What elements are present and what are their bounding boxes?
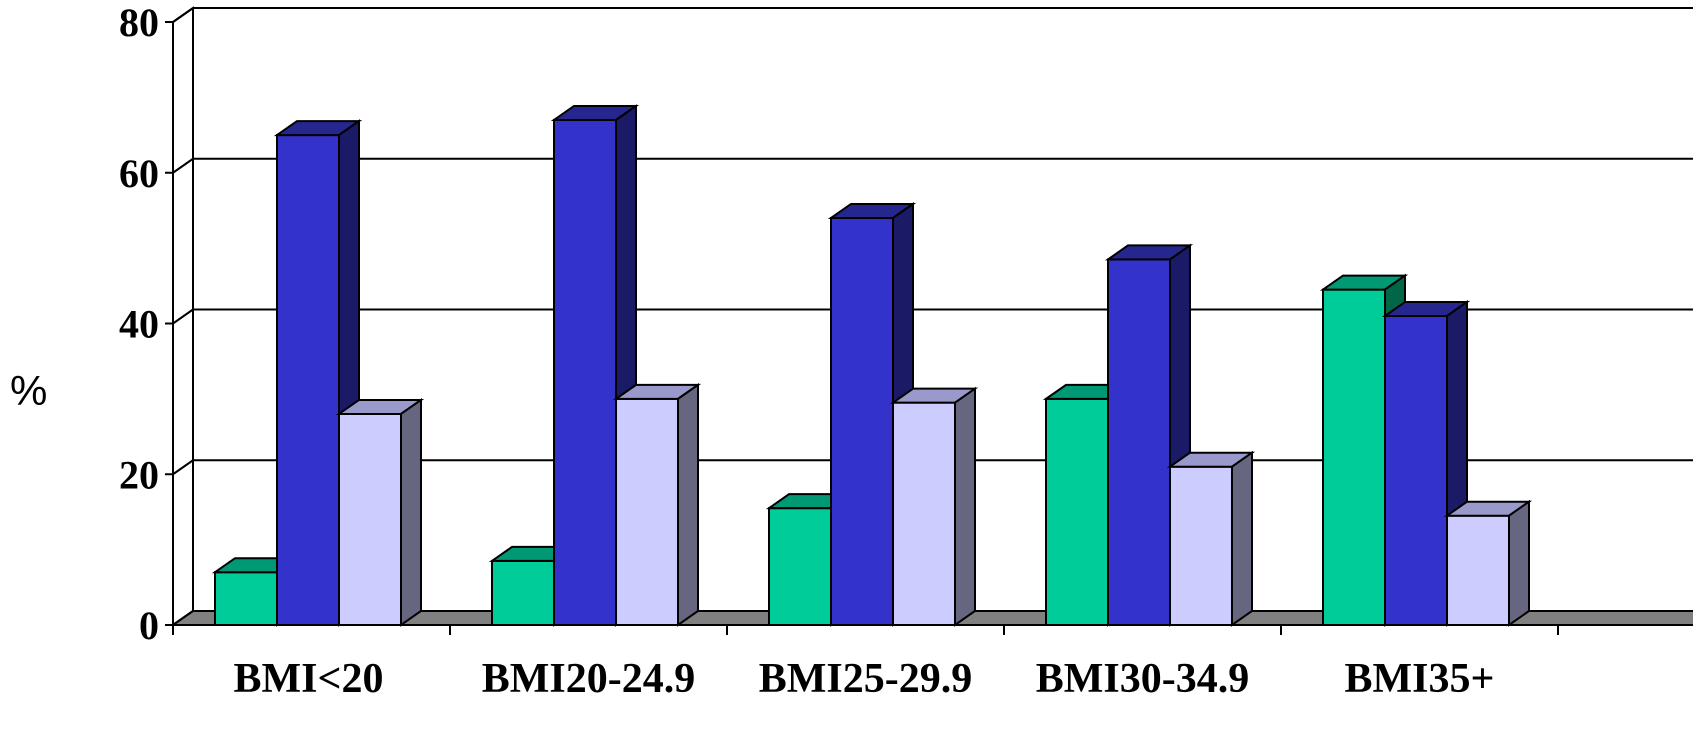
bar-2-1 [612, 382, 702, 627]
bar-2-2 [889, 386, 979, 627]
y-tick-label-1: 20 [119, 452, 159, 497]
bar-front [214, 571, 278, 626]
gridline-left-1 [172, 459, 194, 476]
gridline-left-3 [172, 157, 194, 174]
bar-front [1107, 258, 1171, 626]
bar-front [830, 216, 894, 626]
bar-front [1446, 514, 1510, 626]
bar-front [338, 412, 402, 627]
bar-front [491, 559, 555, 627]
bar-2-3 [1166, 450, 1256, 627]
axis-labels: 0 20 40 60 80 BMI<20 BMI20-24.9 BMI25-29.9 BMI30… [119, 0, 1494, 702]
y-tick-label-3: 60 [119, 151, 159, 196]
bar-side [954, 386, 976, 627]
gridline-left-2 [172, 308, 194, 325]
y-tick-label-4: 80 [119, 0, 159, 45]
bar-side [677, 382, 699, 627]
bar-front [1169, 465, 1233, 626]
y-tick-label-2: 40 [119, 302, 159, 347]
x-tick-label-2: BMI25-29.9 [759, 656, 973, 702]
bar-2-0 [335, 398, 425, 627]
y-axis-title: % [10, 367, 47, 414]
gridline-left-4 [172, 7, 194, 23]
x-tick-label-0: BMI<20 [234, 656, 384, 702]
bar-side [400, 398, 422, 627]
bar-front [892, 401, 956, 626]
y-tick-label-0: 0 [139, 603, 159, 648]
bar-front [615, 397, 679, 626]
bar-front [768, 507, 832, 627]
bar-side [1508, 499, 1530, 627]
bar-front [1384, 314, 1448, 626]
bar-front [1322, 288, 1386, 626]
bar-front [276, 134, 340, 626]
bar-2-4 [1443, 499, 1533, 627]
bar-front [1045, 397, 1109, 626]
bar-side [1231, 450, 1253, 627]
bar-front [553, 118, 617, 627]
x-tick-label-4: BMI35+ [1345, 656, 1495, 702]
x-tick-label-1: BMI20-24.9 [482, 656, 696, 702]
bars [211, 104, 1533, 627]
x-tick-label-3: BMI30-34.9 [1036, 656, 1250, 702]
